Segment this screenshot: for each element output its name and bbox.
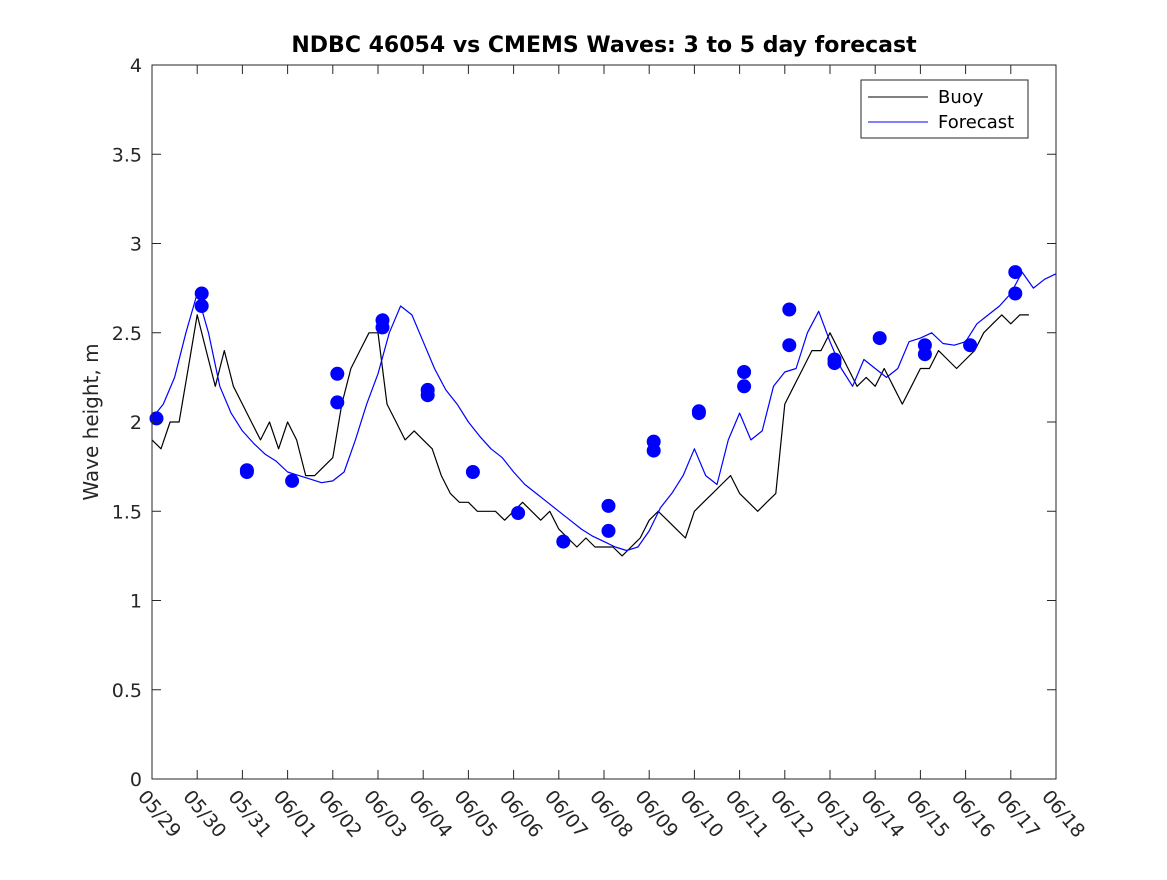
y-tick-label: 2.5	[112, 323, 142, 345]
forecast-marker	[285, 473, 300, 488]
forecast-marker	[420, 388, 435, 403]
forecast-marker	[601, 498, 616, 513]
series-layer	[151, 271, 1057, 557]
forecast-marker	[963, 338, 978, 353]
y-tick-label: 1	[130, 591, 142, 613]
forecast-marker	[737, 379, 752, 394]
forecast-marker	[827, 356, 842, 371]
y-tick-label: 0.5	[112, 680, 142, 702]
y-tick-label: 1.5	[112, 501, 142, 523]
forecast-marker	[601, 523, 616, 538]
y-tick-label: 4	[130, 55, 142, 77]
legend-buoy-label: Buoy	[938, 87, 984, 108]
series-line-forecast	[151, 271, 1057, 552]
forecast-marker	[1008, 265, 1023, 280]
forecast-marker	[375, 320, 390, 335]
series-line-buoy	[151, 314, 1029, 557]
legend-forecast-label: Forecast	[938, 112, 1014, 133]
forecast-marker	[194, 299, 209, 313]
forecast-marker	[782, 338, 797, 353]
y-tick-label: 3.5	[112, 144, 142, 166]
y-tick-label: 2	[130, 412, 142, 434]
marker-layer	[149, 265, 1023, 549]
forecast-marker	[1008, 286, 1023, 301]
y-tick-label: 3	[130, 234, 142, 256]
forecast-marker	[872, 331, 887, 346]
legend-box	[860, 79, 1029, 139]
forecast-marker	[330, 366, 345, 381]
forecast-marker	[556, 534, 571, 549]
forecast-marker	[511, 506, 526, 520]
forecast-marker	[737, 365, 752, 379]
forecast-marker	[465, 465, 480, 479]
forecast-marker	[782, 302, 797, 317]
forecast-marker	[691, 406, 706, 421]
y-axis-label: Wave height, m	[79, 343, 103, 500]
forecast-marker	[330, 395, 345, 410]
legend: Buoy Forecast	[860, 79, 1029, 139]
y-tick-label: 0	[130, 769, 142, 791]
forecast-marker	[917, 338, 932, 353]
forecast-marker	[239, 465, 254, 479]
chart-title: NDBC 46054 vs CMEMS Waves: 3 to 5 day fo…	[291, 33, 917, 58]
forecast-marker	[194, 286, 209, 301]
forecast-marker	[646, 443, 661, 458]
y-axis: 0 0.5 1 1.5 2 2.5 3 3.5 4	[112, 55, 1056, 791]
plot-area-background	[152, 65, 1056, 779]
